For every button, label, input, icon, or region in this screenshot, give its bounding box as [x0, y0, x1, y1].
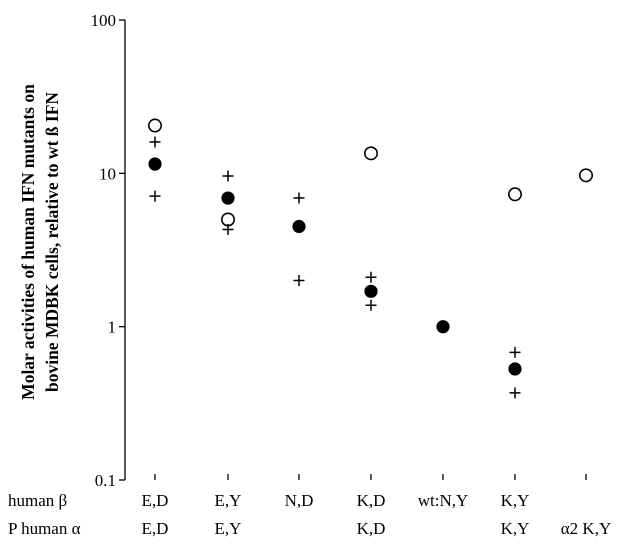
row-label-human-beta: human β: [8, 491, 67, 510]
category-label-row2-7: α2 K,Y: [561, 519, 611, 538]
open-circle-point-1-0: [148, 118, 163, 133]
y-axis-label: Molar activities of human IFN mutants on…: [18, 84, 62, 400]
category-label-row2-2: E,Y: [215, 519, 242, 538]
open-circle-point-1-4: [578, 168, 593, 183]
y-tick-label-0: 0.1: [95, 471, 116, 490]
category-label-row1-4: K,D: [357, 491, 386, 510]
filled-circle-point-0-4: [436, 320, 450, 334]
filled-circle-point-0-0: [148, 157, 162, 171]
filled-circle-point-0-3: [364, 284, 378, 298]
filled-circle-point-0-1: [221, 191, 235, 205]
category-label-row1-5: wt:N,Y: [418, 491, 469, 510]
open-circle-point-1-3: [507, 187, 522, 202]
plus-point-2-2: [222, 170, 234, 182]
plus-point-2-4: [293, 192, 305, 204]
category-label-row2-4: K,D: [357, 519, 386, 538]
y-tick-label-2: 10: [99, 164, 116, 183]
open-circle-point-1-2: [363, 146, 378, 161]
category-labels: human β P human α E,D E,Y N,D K,D wt:N,Y K,Y E…: [8, 491, 611, 538]
category-label-row1-6: K,Y: [501, 491, 530, 510]
plus-point-2-0: [149, 136, 161, 148]
plus-point-2-1: [149, 190, 161, 202]
plus-point-2-9: [509, 387, 521, 399]
y-ticks: 0.1 1 10 100: [91, 11, 125, 490]
plus-point-2-7: [365, 299, 377, 311]
category-label-row1-1: E,D: [142, 491, 169, 510]
plus-point-2-3: [222, 224, 234, 236]
category-label-row1-3: N,D: [285, 491, 314, 510]
category-label-row2-1: E,D: [142, 519, 169, 538]
filled-circle-point-0-5: [508, 362, 522, 376]
y-axis-label-line-2: bovine MDBK cells, relative to wt ß IFN: [42, 92, 62, 392]
data-marks: [148, 118, 593, 399]
plus-point-2-8: [509, 346, 521, 358]
y-tick-label-1: 1: [108, 318, 117, 337]
category-label-row2-6: K,Y: [501, 519, 530, 538]
filled-circle-point-0-2: [292, 219, 306, 234]
category-label-row1-2: E,Y: [215, 491, 242, 510]
y-tick-label-3: 100: [91, 11, 117, 30]
plus-point-2-6: [365, 271, 377, 283]
open-circle-point-1-1: [221, 212, 236, 227]
row-label-p-human-alpha: P human α: [8, 519, 81, 538]
plus-point-2-5: [293, 275, 305, 287]
y-axis-label-line-1: Molar activities of human IFN mutants on: [18, 84, 38, 400]
x-ticks: [154, 474, 587, 480]
